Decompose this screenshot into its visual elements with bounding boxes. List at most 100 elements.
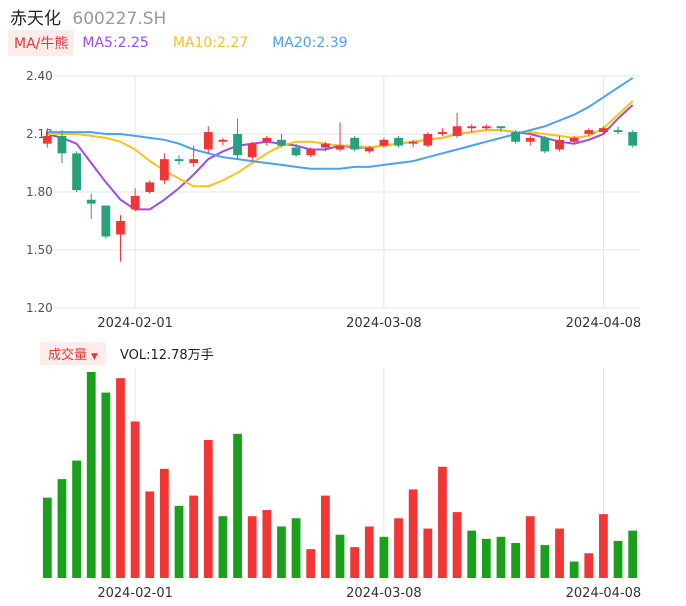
ma10-legend: MA10:2.27 [172,35,249,51]
volume-bar [613,540,623,578]
volume-bar [130,421,140,578]
candle-body [467,126,477,129]
volume-bar [525,516,535,578]
volume-bar [277,526,286,578]
x-tick-label: 2024-03-08 [346,586,422,601]
candle-body [262,137,272,142]
candle-body [525,137,535,142]
candle-body [599,128,608,133]
candle-body [452,126,462,136]
volume-bar [481,538,491,578]
volume-bar [584,553,594,578]
candle-body [496,126,506,129]
candle-body [86,199,96,204]
x-tick-label: 2024-04-08 [566,586,642,601]
volume-bar [145,491,155,578]
ma-indicator-button[interactable]: MA/牛熊 [8,30,75,56]
y-tick-label: 2.40 [26,69,53,83]
candle-body [189,159,199,163]
candle-body [247,143,257,158]
volume-legend: 成交量 ▼ VOL:12.78万手 [40,342,214,365]
volume-bar [291,518,301,578]
ma20-line [47,77,634,170]
candle-body [101,205,111,237]
volume-bar [599,514,608,578]
volume-bar [72,460,81,578]
ma-legend: MA/牛熊 MA5:2.25 MA10:2.27 MA20:2.39 [8,30,372,56]
candle-body [335,145,345,150]
volume-bar [628,530,638,578]
volume-bar [101,392,111,578]
volume-bar [452,512,462,578]
volume-bar [467,530,477,578]
volume-bar [423,528,433,578]
volume-bar [174,505,184,578]
candle-body [481,126,491,129]
x-tick-label: 2024-04-08 [566,316,642,331]
volume-bar [160,468,169,578]
candle-body [57,135,67,154]
volume-bar [320,495,330,578]
stock-name: 赤天化 [10,9,61,29]
x-tick-label: 2024-03-08 [346,316,422,331]
x-tick-label: 2024-02-01 [97,316,173,331]
candle-body [350,137,360,150]
volume-bar [57,479,67,578]
volume-bar [379,536,389,578]
volume-bar [540,545,550,578]
ma20-legend: MA20:2.39 [272,35,348,51]
candle-body [291,147,301,156]
candle-body [569,137,579,142]
volume-bar [116,378,125,578]
candle-body [423,134,433,146]
candle-body [584,130,594,134]
candle-body [438,132,447,134]
x-tick-label: 2024-02-01 [97,586,173,601]
volume-bar [350,547,360,578]
candle-body [613,130,623,133]
volume-bar [394,518,403,578]
volume-bar [247,516,257,578]
volume-bar [555,528,564,578]
volume-bar [496,536,506,578]
volume-value: VOL:12.78万手 [119,348,214,363]
volume-bar [86,372,96,578]
y-tick-label: 1.80 [26,185,53,199]
volume-bar [569,561,579,578]
candle-body [174,159,184,162]
candle-body [511,132,520,142]
volume-bar [189,495,199,578]
candle-body [540,137,550,152]
candle-body [72,153,81,191]
volume-bar [203,439,213,578]
candle-body [408,141,418,144]
volume-bar [364,526,374,578]
candle-body [555,139,564,150]
volume-bar [438,466,447,578]
stock-code: 600227.SH [72,9,167,29]
candle-body [145,182,155,192]
volume-bar [262,510,272,578]
candle-body [320,143,330,148]
candle-body [628,132,638,146]
volume-indicator-button[interactable]: 成交量 ▼ [40,342,106,365]
y-tick-label: 1.50 [26,243,53,257]
candle-body [218,139,228,142]
candle-body [203,132,213,150]
volume-bar [408,489,418,578]
y-tick-label: 1.20 [26,301,53,315]
candle-body [233,134,242,156]
dropdown-triangle-icon: ▼ [91,352,98,362]
candle-body [379,139,389,146]
volume-bar [233,433,242,578]
volume-bar [511,542,520,578]
candle-body [306,149,316,156]
candle-body [130,195,140,210]
candle-body [116,221,125,235]
ma5-legend: MA5:2.25 [82,35,149,51]
candle-body [277,139,286,146]
candle-body [42,135,52,144]
volume-bar [218,516,228,578]
volume-indicator-label: 成交量 [48,348,88,363]
